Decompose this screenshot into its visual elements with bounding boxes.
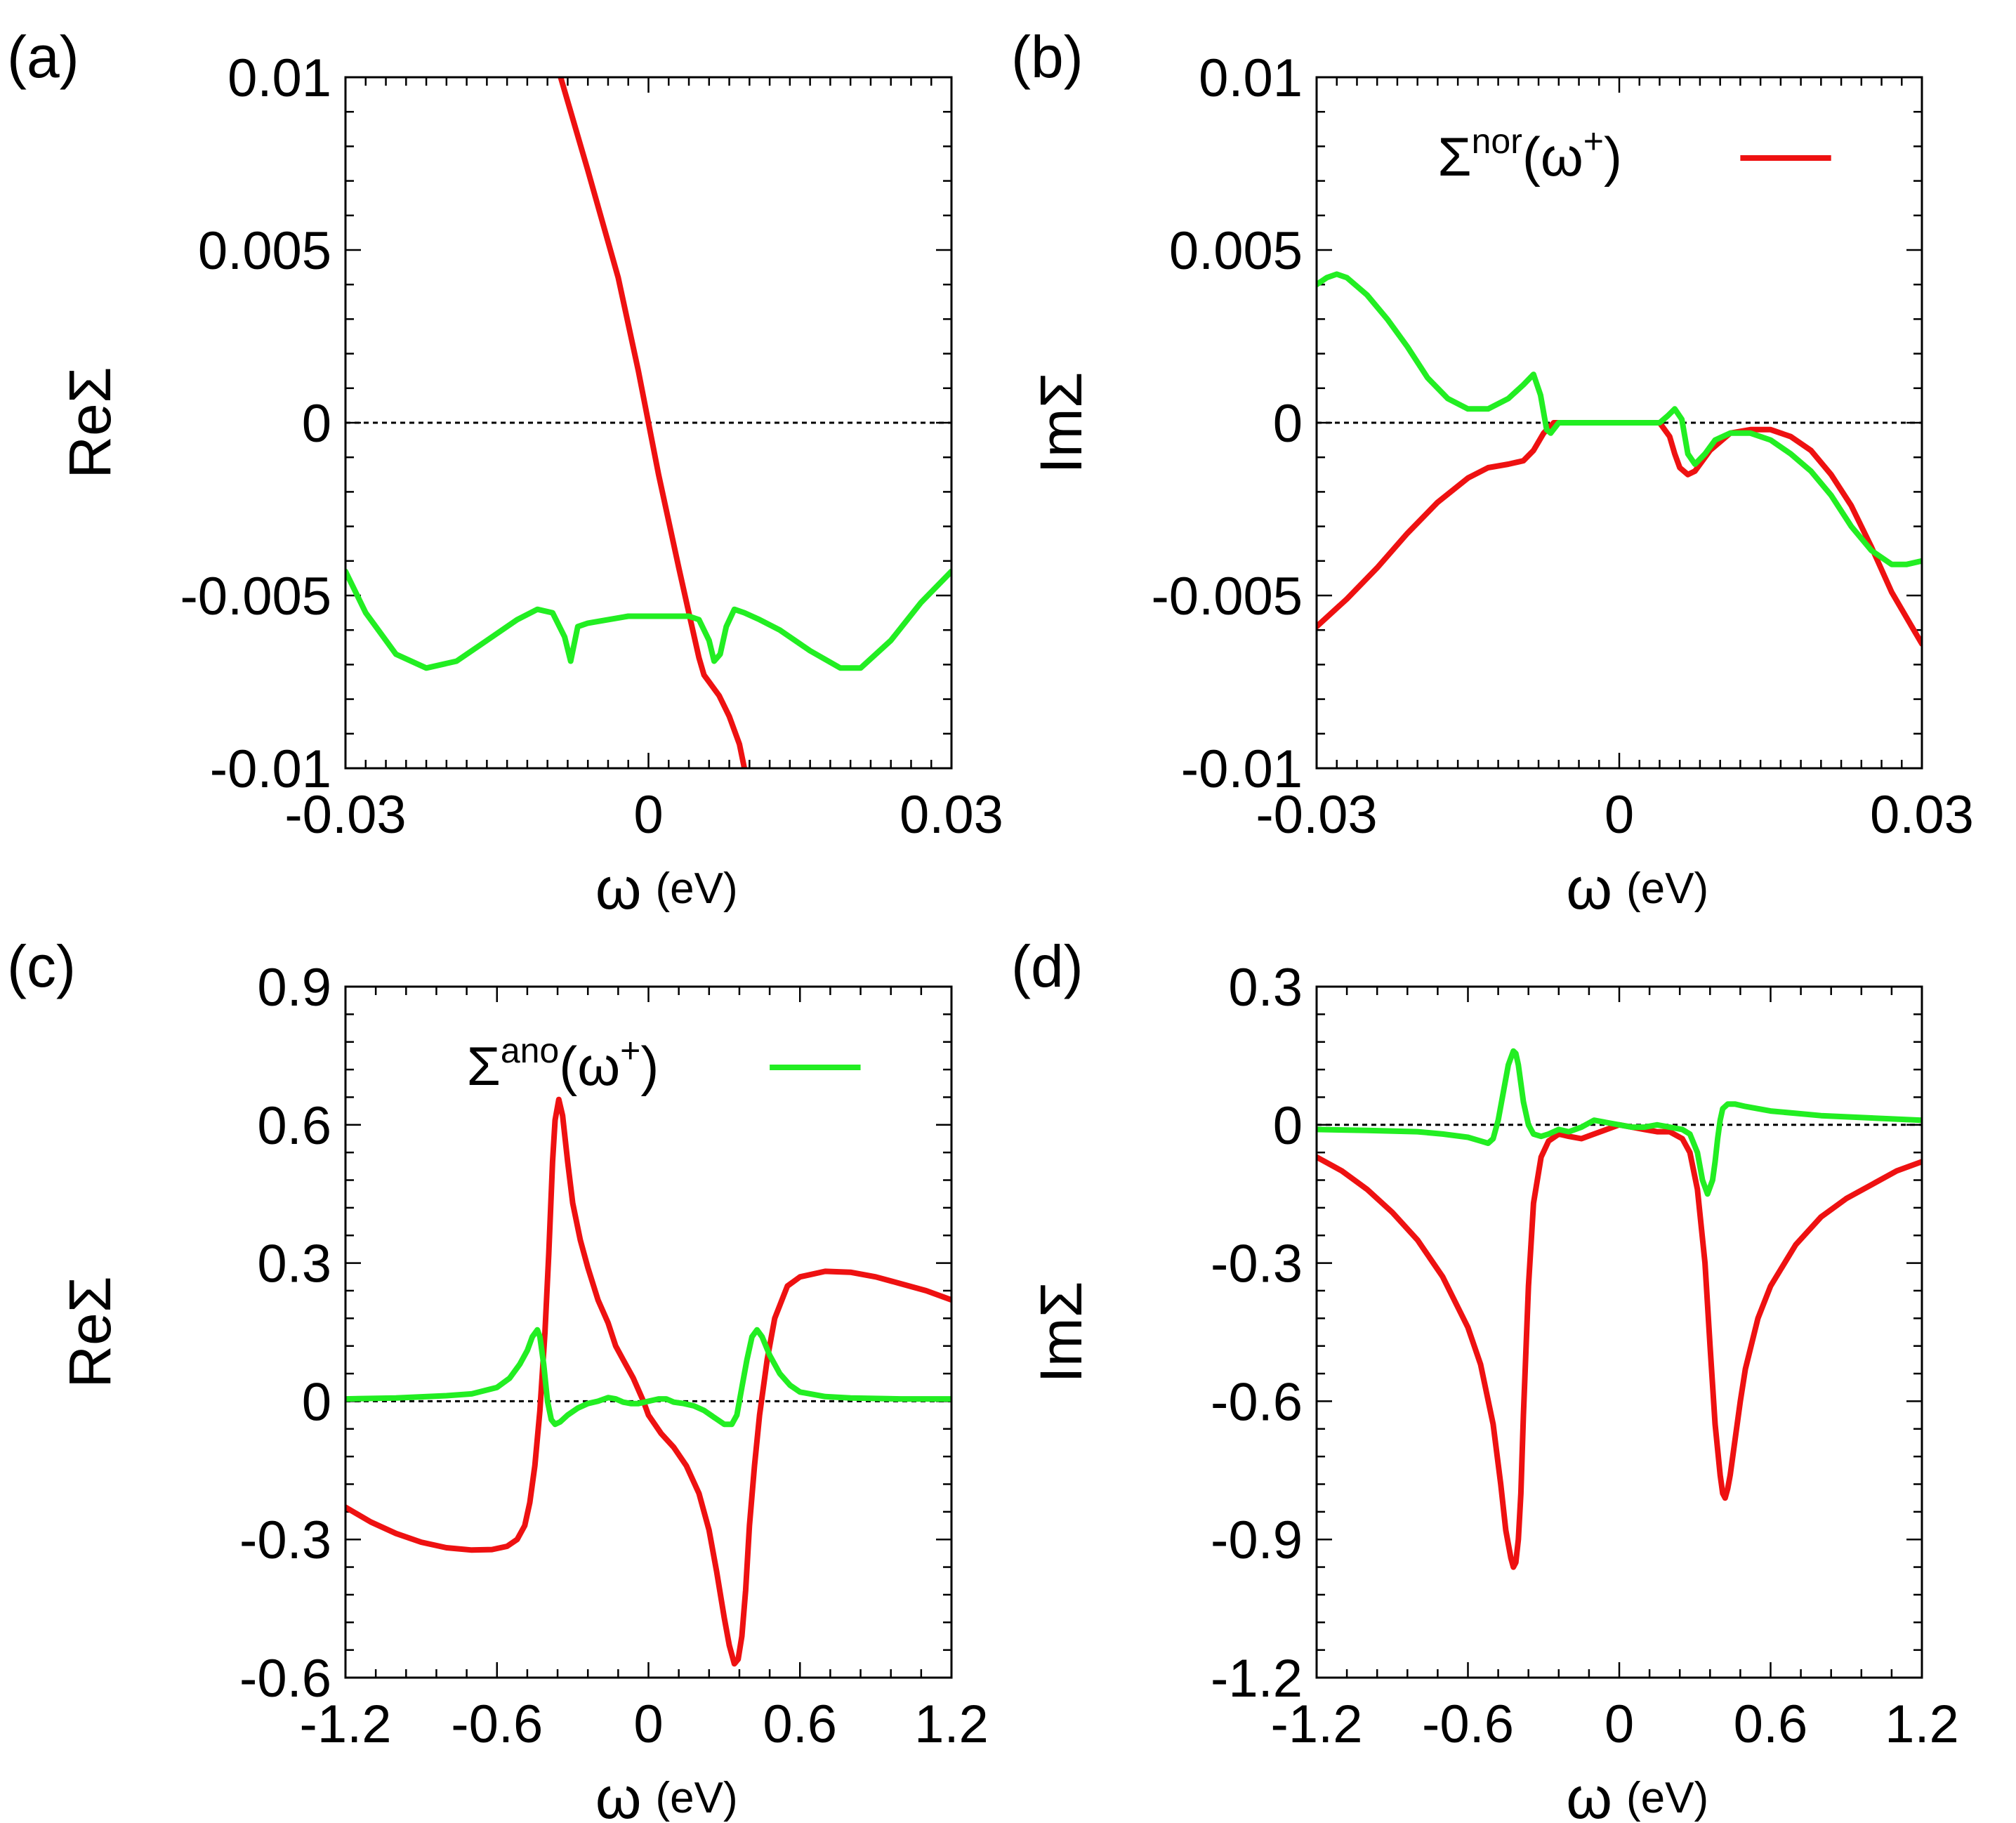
panel-label: (d) (1011, 933, 1083, 999)
legend-text-part: Σ (467, 1035, 501, 1097)
legend-text-part: Σ (1437, 126, 1471, 187)
legend-superscript: + (620, 1031, 640, 1070)
series-line-normal (345, 1096, 951, 1667)
legend-label: Σano(ω+) (467, 1031, 659, 1097)
y-axis-title: ReΣ (57, 1276, 123, 1388)
y-tick-label: 0 (1273, 394, 1303, 454)
y-tick-label: 0.005 (1169, 221, 1303, 281)
y-tick-label: -0.3 (239, 1511, 331, 1570)
plot-frame (1315, 985, 1923, 1679)
series-line-anomalous (345, 568, 951, 671)
curves (345, 77, 951, 768)
x-tick-label: 0.03 (900, 785, 1003, 845)
y-axis-title: ImΣ (1028, 1281, 1094, 1383)
legend-text-part: (ω (1522, 126, 1583, 187)
y-tick-label: 0.01 (228, 48, 331, 108)
y-tick-label: -0.005 (180, 567, 332, 626)
x-tick-label: -0.6 (1422, 1694, 1514, 1754)
y-tick-label: 0 (302, 1372, 331, 1432)
y-tick-label: 0.005 (198, 221, 331, 281)
x-tick-label: 0 (633, 785, 663, 845)
series-line-anomalous (1317, 271, 1922, 567)
x-tick-label: -0.03 (284, 785, 406, 845)
series-line-anomalous (1317, 1048, 1922, 1197)
y-tick-label: 0.3 (257, 1235, 331, 1294)
legend-superscript: ano (501, 1031, 559, 1070)
x-axis-unit: (eV) (1626, 864, 1708, 913)
y-tick-label: 0.01 (1199, 48, 1303, 108)
x-tick-label: -1.2 (1271, 1694, 1363, 1754)
legend-superscript: + (1583, 121, 1604, 161)
x-tick-label: -1.2 (300, 1694, 392, 1754)
panel-a: -0.01 -0.005 0 0.005 0.01 -0.03 0 0.03 ReΣ ω (eV) (… (7, 24, 1003, 921)
x-tick-label: 1.2 (914, 1694, 989, 1754)
x-tick-label: 1.2 (1885, 1694, 1959, 1754)
panel-label: (b) (1011, 24, 1083, 90)
curves (1317, 271, 1922, 647)
legend-text-part: (ω (559, 1035, 620, 1097)
series-line-normal (1317, 420, 1922, 647)
panel-label: (c) (7, 933, 76, 999)
legend-superscript: nor (1472, 121, 1522, 161)
y-tick-label: 0 (302, 394, 331, 454)
y-tick-label: -1.2 (1211, 1649, 1303, 1709)
x-tick-label: 0 (1605, 1694, 1634, 1754)
series-line-normal (1317, 1121, 1922, 1570)
legend-text-part: ) (1604, 126, 1622, 187)
y-axis-title: ImΣ (1028, 371, 1094, 473)
x-axis-unit: (eV) (1626, 1774, 1708, 1822)
x-axis-unit: (eV) (656, 1774, 738, 1822)
series-line-normal (558, 77, 748, 768)
legend: Σnor(ω+) (1437, 121, 1831, 187)
y-tick-label: -0.6 (239, 1649, 331, 1709)
y-tick-label: 0 (1273, 1096, 1303, 1156)
x-axis-title: ω (595, 855, 642, 921)
y-tick-label: -0.9 (1211, 1511, 1303, 1570)
x-axis-title: ω (1566, 1765, 1612, 1823)
x-tick-label: 0 (1605, 785, 1634, 845)
curves (345, 1096, 951, 1667)
x-tick-label: 0.6 (1734, 1694, 1808, 1754)
y-tick-label: -0.005 (1152, 567, 1303, 626)
y-tick-label: -0.01 (1181, 739, 1303, 799)
x-tick-label: -0.6 (451, 1694, 543, 1754)
series-line-anomalous (345, 1327, 951, 1428)
legend: Σano(ω+) (467, 1031, 861, 1097)
plot-frame (1315, 76, 1923, 770)
legend-text-part: ) (640, 1035, 659, 1097)
y-tick-label: 0.9 (257, 958, 331, 1018)
x-axis-unit: (eV) (656, 864, 738, 913)
plot-frame (344, 985, 953, 1679)
y-axis-title: ReΣ (57, 367, 123, 478)
x-axis-title: ω (595, 1765, 642, 1823)
x-tick-label: -0.03 (1256, 785, 1377, 845)
panel-d: -1.2 -0.9 -0.6 -0.3 0 0.3 -1.2 -0.6 0 0.6 1.2 ImΣ ω (… (1011, 933, 1959, 1823)
y-tick-label: -0.01 (210, 739, 331, 799)
legend-label: Σnor(ω+) (1437, 121, 1622, 187)
panel-b: -0.01 -0.005 0 0.005 0.01 -0.03 0 0.03 ImΣ ω (eV) (… (1011, 24, 1974, 921)
y-tick-label: 0.3 (1228, 958, 1303, 1018)
x-tick-label: 0 (633, 1694, 663, 1754)
plot-frame (344, 76, 953, 770)
y-tick-label: -0.6 (1211, 1372, 1303, 1432)
y-tick-label: 0.6 (257, 1096, 331, 1156)
x-axis-title: ω (1566, 855, 1612, 921)
curves (1317, 1048, 1922, 1570)
x-tick-label: 0.6 (763, 1694, 837, 1754)
x-tick-label: 0.03 (1870, 785, 1974, 845)
panel-label: (a) (7, 24, 79, 90)
y-tick-label: -0.3 (1211, 1235, 1303, 1294)
